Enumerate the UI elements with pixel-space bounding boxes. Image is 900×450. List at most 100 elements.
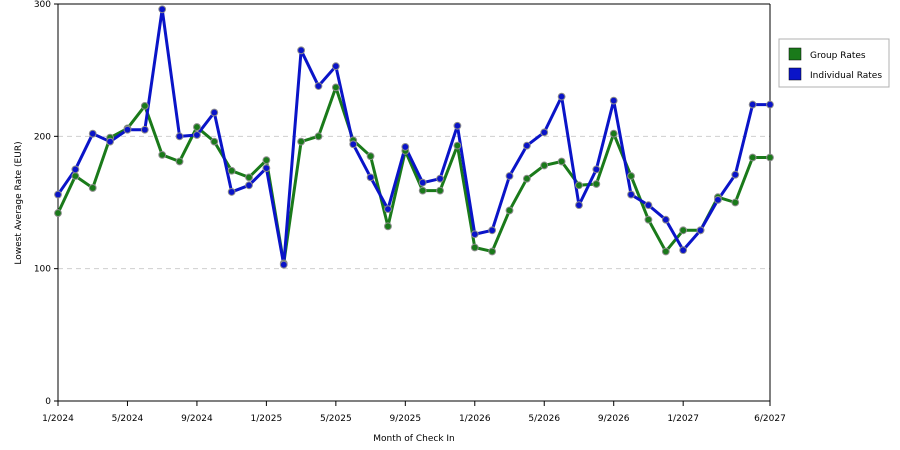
individual-rates-point (245, 181, 253, 190)
group-rates-point (731, 198, 740, 207)
individual-rates-point (71, 165, 80, 174)
individual-rates-point (731, 170, 740, 179)
group-rates-point (609, 129, 618, 138)
individual-rates-legend-label: Individual Rates (810, 71, 882, 81)
individual-rates-point (540, 128, 549, 137)
individual-rates-point (193, 131, 201, 139)
group-rates-point (470, 243, 479, 252)
individual-rates-point (210, 108, 219, 117)
individual-rates-point (661, 215, 670, 224)
group-rates-point (748, 153, 757, 162)
x-tick-label: 1/2027 (667, 414, 699, 424)
individual-rates-point (123, 125, 132, 134)
x-tick-label: 5/2024 (112, 414, 144, 424)
group-rates-point (71, 172, 80, 180)
individual-rates-point (714, 195, 722, 204)
individual-rates-point (297, 46, 306, 55)
individual-rates-point (106, 137, 114, 146)
x-tick-label: 9/2024 (181, 414, 213, 424)
x-tick-label: 9/2026 (598, 414, 630, 424)
individual-rates-point (279, 260, 288, 269)
group-rates-point (505, 206, 514, 215)
individual-rates-point (314, 82, 323, 90)
individual-rates-point (175, 132, 184, 141)
group-rates-point (245, 173, 253, 182)
individual-rates-point (696, 226, 705, 235)
group-rates-point (88, 184, 97, 192)
group-rates-point (140, 101, 149, 110)
individual-rates-point (418, 178, 427, 187)
individual-rates-point (88, 129, 97, 138)
x-tick-label: 5/2026 (528, 414, 560, 424)
x-axis-ticks: 1/2024 5/2024 9/2024 1/2025 5/2025 9/2025 1/20… (42, 401, 786, 424)
individual-rates-point (627, 190, 635, 199)
group-rates-point (418, 186, 427, 195)
individual-rates-point (644, 201, 653, 210)
group-rates-point (557, 157, 566, 166)
individual-rates-point (592, 165, 601, 174)
individual-rates-point (54, 190, 62, 199)
y-tick-label: 300 (34, 0, 51, 10)
group-rates-point (644, 215, 653, 224)
individual-rates-point (331, 62, 340, 71)
y-axis-ticks: 0 100 200 300 (34, 0, 58, 407)
group-rates-point (227, 166, 236, 175)
x-axis-title: Month of Check In (373, 434, 455, 444)
group-rates-point (592, 180, 601, 188)
group-rates-point (54, 209, 62, 217)
individual-rates-point (557, 92, 566, 101)
series-points (54, 5, 774, 269)
x-tick-label: 1/2026 (459, 414, 491, 424)
individual-rates-line (56, 7, 772, 267)
individual-rates-point (748, 100, 757, 109)
y-axis-title: Lowest Average Rate (EUR) (14, 141, 24, 264)
individual-rates-point (470, 230, 479, 239)
group-rates-point (366, 152, 375, 161)
individual-rates-point (679, 246, 688, 255)
group-rates-line (56, 85, 772, 265)
individual-rates-point (505, 172, 514, 180)
individual-rates-point (575, 201, 583, 210)
group-rates-point (314, 132, 323, 141)
group-rates-point (488, 247, 497, 256)
individual-rates-point (262, 164, 271, 172)
group-rates-point (193, 123, 201, 131)
x-tick-label: 1/2025 (251, 414, 283, 424)
group-rates-legend-label: Group Rates (810, 51, 866, 61)
x-tick-label: 9/2025 (389, 414, 421, 424)
group-rates-point (575, 181, 583, 190)
individual-rates-point (227, 188, 236, 196)
group-rates-point (766, 153, 774, 162)
individual-rates-point (366, 173, 375, 182)
individual-rates-point (158, 5, 167, 14)
series-lines (56, 7, 772, 267)
individual-rates-point (401, 143, 410, 151)
group-rates-point (210, 137, 219, 146)
individual-rates-point (453, 121, 462, 130)
individual-rates-legend-swatch (788, 67, 802, 81)
group-rates-point (331, 83, 340, 92)
x-tick-label: 1/2024 (42, 414, 74, 424)
group-rates-point (679, 226, 688, 235)
group-rates-point (384, 222, 392, 231)
x-tick-label: 5/2025 (320, 414, 352, 424)
y-tick-label: 0 (45, 397, 51, 407)
y-tick-label: 100 (34, 265, 51, 275)
group-rates-point (262, 156, 271, 165)
group-rates-point (436, 186, 444, 195)
chart-legend: Group Rates Individual Rates (778, 38, 890, 88)
individual-rates-point (766, 100, 774, 109)
group-rates-point (297, 137, 306, 146)
group-rates-point (627, 172, 635, 180)
group-rates-legend-swatch (788, 47, 802, 61)
individual-rates-point (436, 174, 444, 183)
x-tick-label: 6/2027 (754, 414, 786, 424)
individual-rates-point (488, 226, 497, 235)
group-rates-point (540, 161, 549, 170)
group-rates-point (175, 157, 184, 166)
individual-rates-point (522, 141, 531, 150)
individual-rates-point (349, 140, 358, 149)
chart-axes (57, 3, 771, 402)
group-rates-point (453, 141, 462, 150)
